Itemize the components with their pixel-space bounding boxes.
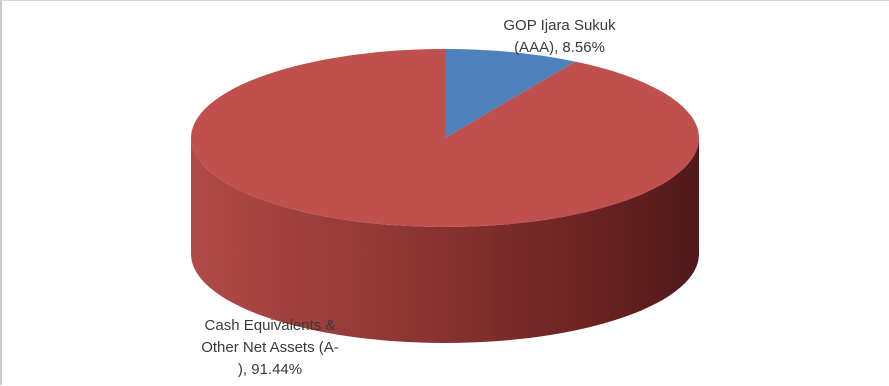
- slice-label-cash-equivalents: Cash Equivalents & Other Net Assets (A- …: [201, 317, 339, 378]
- pie-side-wall: [191, 138, 699, 343]
- slice-label-gop-ijara-sukuk: GOP Ijara Sukuk (AAA), 8.56%: [503, 17, 616, 56]
- pie-slice-1: [190, 49, 699, 227]
- pie-slice-0: [445, 49, 576, 138]
